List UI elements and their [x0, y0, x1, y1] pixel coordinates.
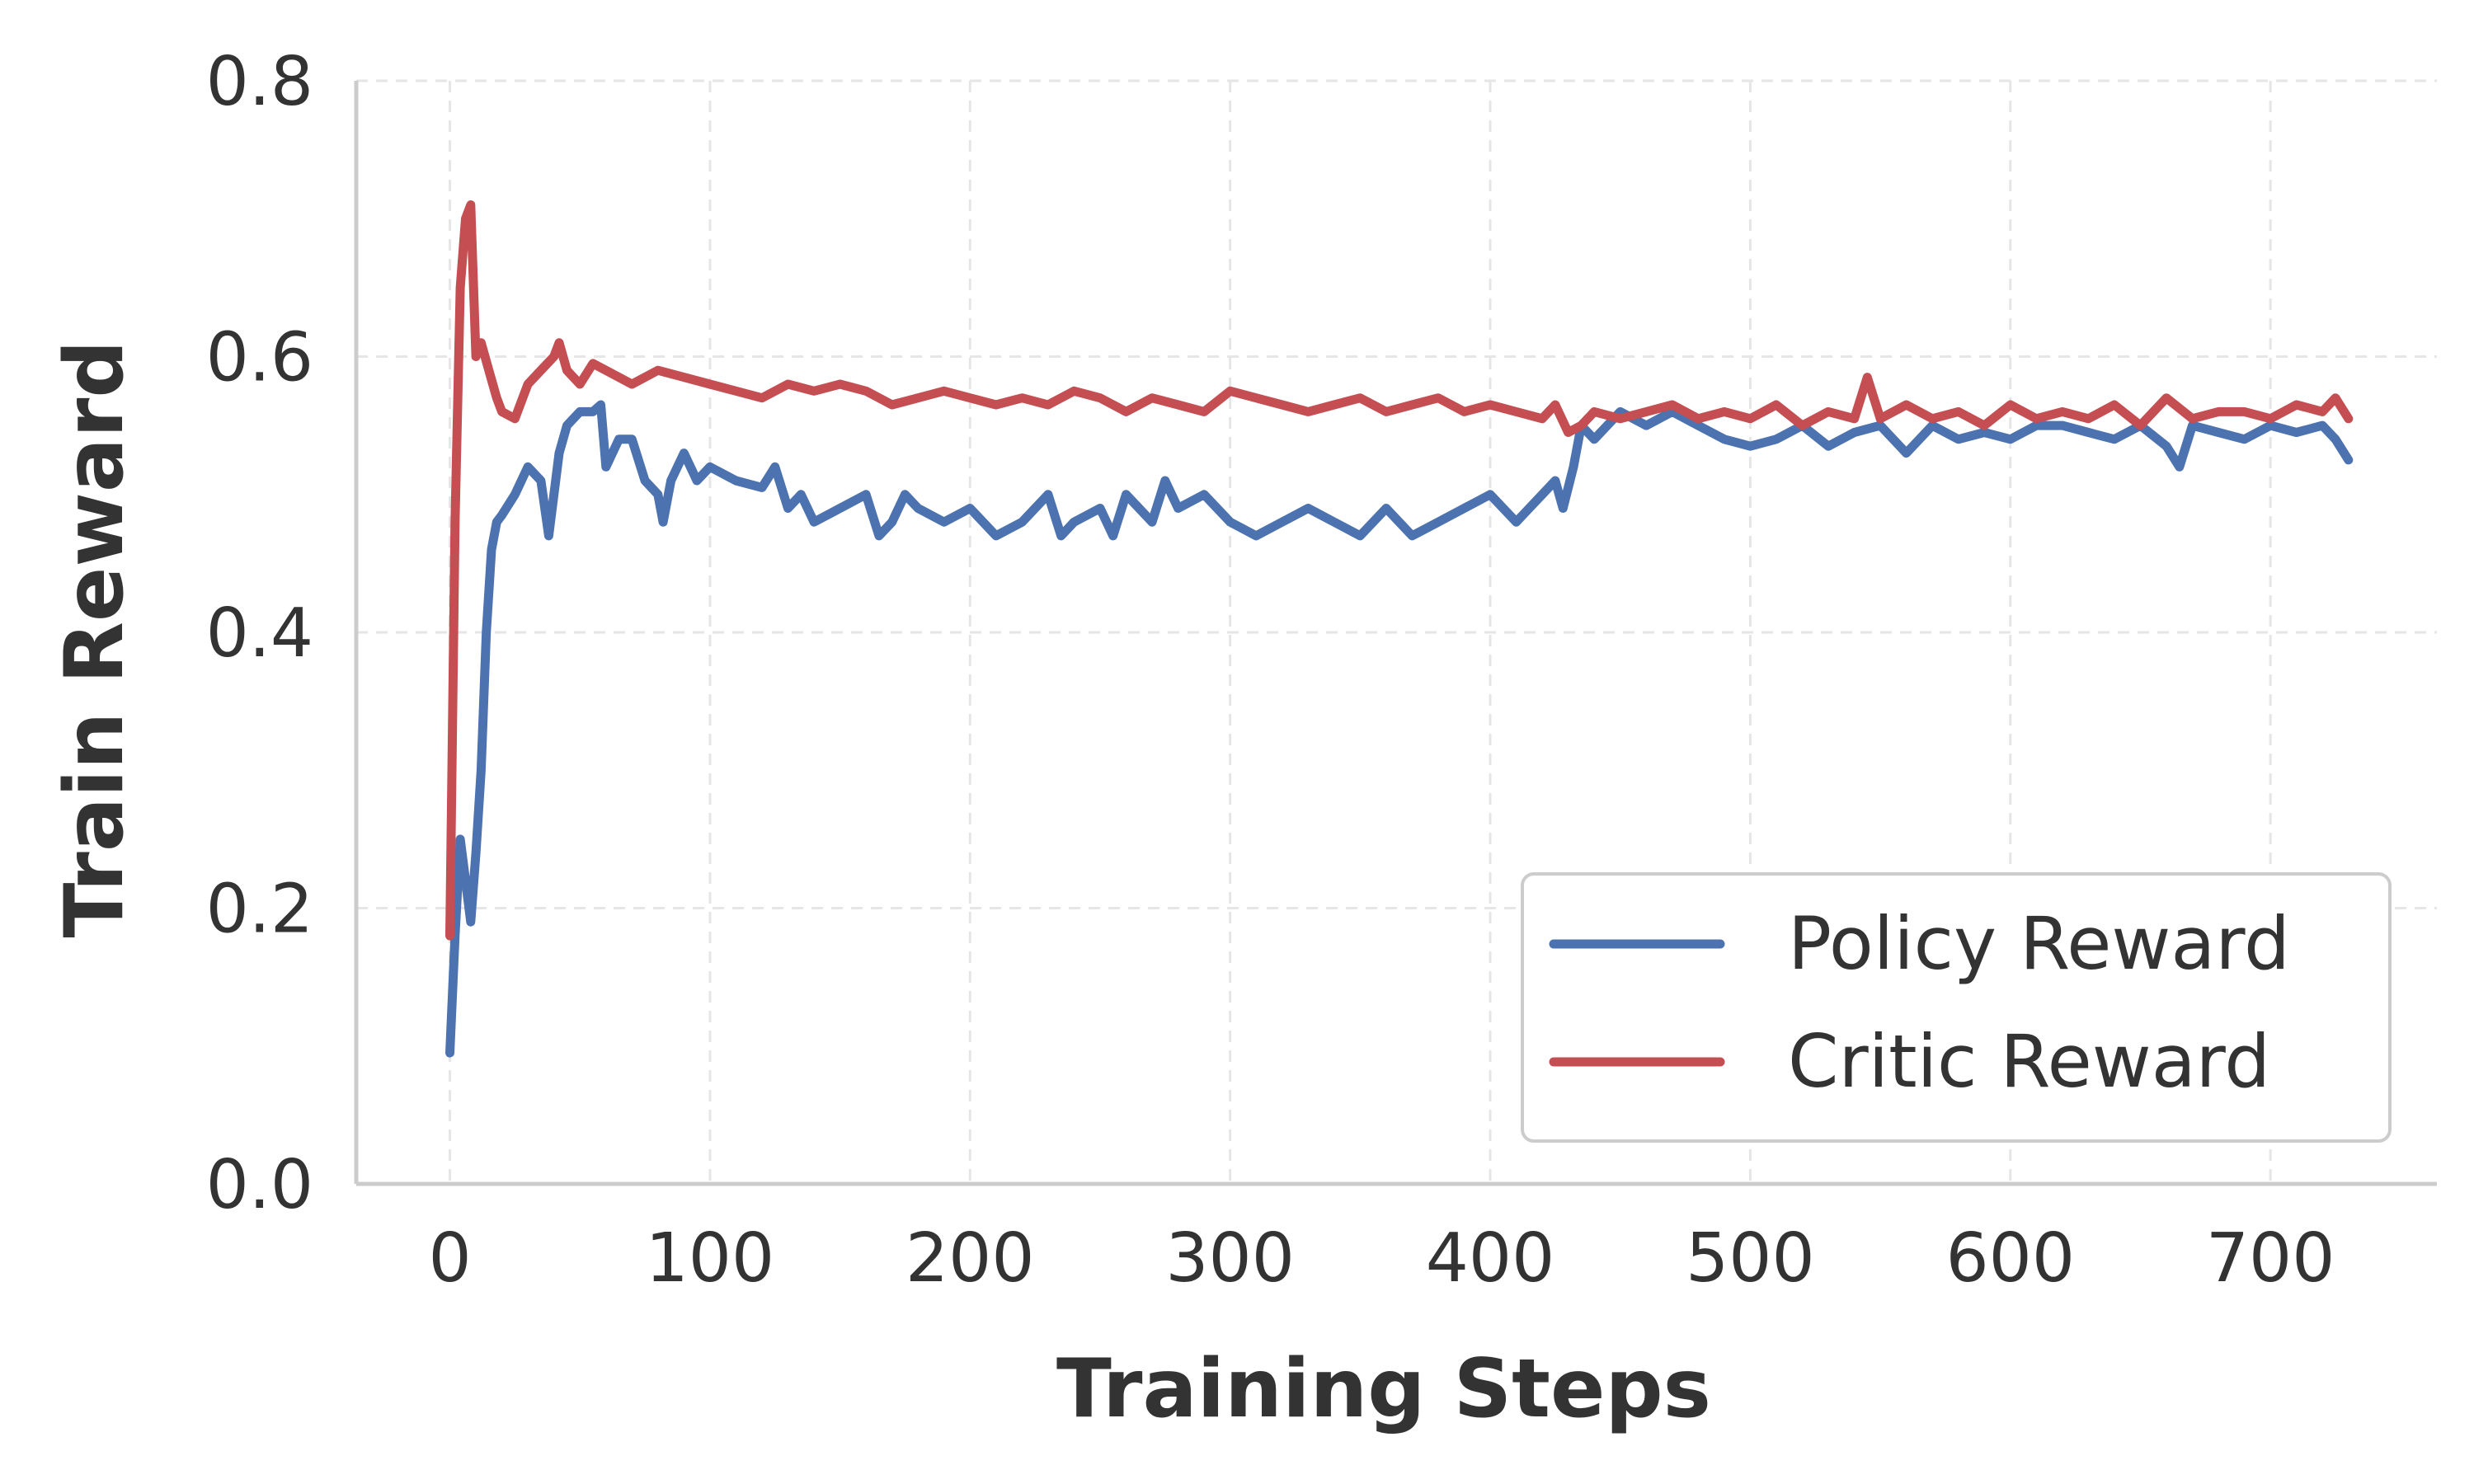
y-axis-ticks: 0.0 0.2 0.4 0.6 0.8	[206, 43, 313, 1224]
legend-box	[1521, 872, 2392, 1143]
series-line-policy-reward	[445, 400, 2354, 1058]
y-tick-label: 0.8	[206, 43, 313, 121]
legend: Policy Reward Critic Reward	[1521, 872, 2392, 1143]
y-tick-label: 0.0	[206, 1146, 313, 1224]
x-tick-label: 500	[1686, 1219, 1815, 1298]
axis-spines	[354, 81, 2437, 1186]
legend-label-policy-reward: Policy Reward	[1788, 901, 2290, 986]
x-tick-label: 300	[1165, 1219, 1295, 1298]
x-axis-ticks: 0 100 200 300 400 500 600 700	[428, 1219, 2335, 1298]
legend-label-critic-reward: Critic Reward	[1788, 1019, 2270, 1104]
series-lines	[445, 200, 2354, 1058]
x-tick-label: 0	[428, 1219, 471, 1298]
x-tick-label: 600	[1946, 1219, 2076, 1298]
y-axis-title: Train Reward	[48, 340, 142, 937]
series-line-critic-reward	[445, 200, 2354, 941]
x-axis-title: Training Steps	[1056, 1342, 1711, 1436]
x-tick-label: 100	[646, 1219, 775, 1298]
x-tick-label: 400	[1426, 1219, 1555, 1298]
y-tick-label: 0.4	[206, 594, 313, 673]
x-tick-label: 700	[2206, 1219, 2335, 1298]
y-tick-label: 0.2	[206, 871, 313, 949]
x-tick-label: 200	[905, 1219, 1035, 1298]
y-tick-label: 0.6	[206, 319, 313, 397]
